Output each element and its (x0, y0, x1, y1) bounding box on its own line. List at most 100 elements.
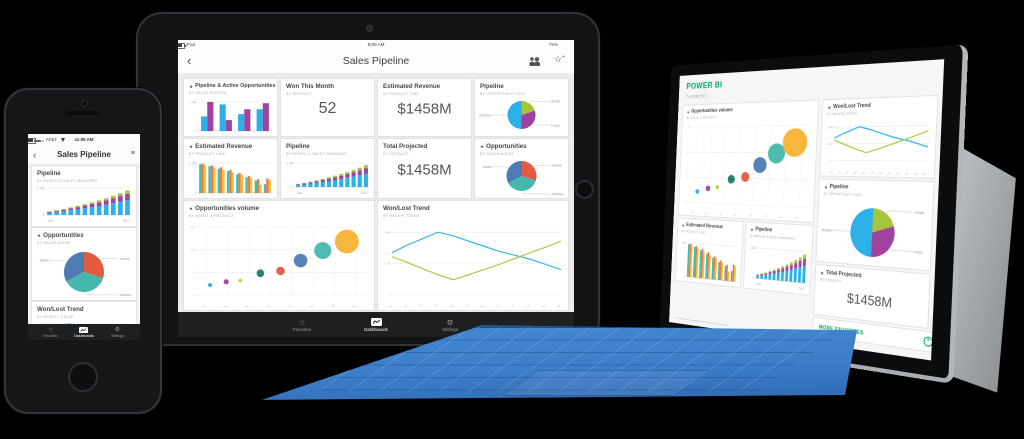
tile-won-lost-trend[interactable]: Won/Lost Trend BY MONTH, STAGE 01.2M2.4M… (31, 301, 137, 324)
tile-estimated-revenue[interactable]: ★ Estimated Revenue BY PRODUCT LINE 2.4M… (675, 217, 744, 289)
pipeline-pie-chart: Small Large Medium (819, 201, 929, 267)
svg-text:December: December (914, 171, 928, 176)
tile-title: Pipeline (829, 183, 849, 191)
keyboard-trackpad (501, 370, 711, 396)
svg-text:June: June (462, 303, 470, 307)
svg-text:Small: Small (551, 100, 560, 104)
tile-opportunities-volume[interactable]: ★ Opportunities volume BY AGENT & PRODUC… (183, 200, 375, 311)
pipeline-stacked-chart: 2.4M 0 JAN DEC (35, 184, 133, 224)
tile-title: Estimated Revenue (195, 143, 253, 150)
tile-pipeline-by-opportunity-size[interactable]: Pipeline BY OPPORTUNITY SIZE Small Large M… (474, 78, 569, 137)
back-button[interactable]: ‹ (187, 53, 192, 68)
svg-text:2.4M: 2.4M (189, 162, 197, 166)
battery-icon (28, 137, 37, 144)
svg-text:2.4M: 2.4M (38, 322, 45, 324)
tile-pipeline-stacked[interactable]: ★ Pipeline BY MONTH & SALES MANAGER 2.4M… (743, 221, 814, 296)
tile-title: Won/Lost Trend (832, 102, 871, 111)
tile-subtitle: BY PRODUCT (286, 91, 313, 96)
svg-text:Ben: Ben (222, 303, 229, 307)
tile-won-lost-trend[interactable]: ★ Won/Lost Trend BY MONTH, STAGE 0 1.2M 2.… (819, 94, 939, 179)
tile-pipeline[interactable]: Pipeline BY MONTH & SALES MANAGER 2.4M 0 J… (31, 165, 137, 227)
svg-text:0: 0 (753, 275, 755, 280)
svg-text:April: April (432, 303, 439, 307)
tile-subtitle: BY OPPORTUNITY SIZE (480, 91, 526, 96)
tile-title: Pipeline (286, 143, 310, 150)
tab-dashboards[interactable]: Dashboards (352, 317, 400, 332)
tile-title: Estimated Revenue (383, 83, 441, 90)
svg-text:Nick: Nick (777, 214, 784, 220)
svg-text:2.4M: 2.4M (681, 241, 687, 246)
tile-title: Pipeline (480, 83, 504, 90)
svg-text:Small: Small (915, 210, 925, 215)
svg-text:2.4M: 2.4M (286, 162, 294, 166)
pipeline-active-chart: 2.4M 0 (187, 98, 274, 134)
svg-text:August: August (882, 170, 892, 175)
chevron-right-icon: › (708, 93, 711, 99)
tab-favorites[interactable]: ☆ Favorites (278, 318, 326, 332)
add-favorite-icon[interactable]: ☆+ (554, 54, 565, 64)
svg-text:Large: Large (551, 123, 560, 127)
svg-text:10: 10 (191, 248, 195, 252)
won-this-month-value: 52 (318, 99, 337, 117)
svg-text:2.4M: 2.4M (37, 187, 45, 191)
tile-pipeline-by-month[interactable]: Pipeline BY MONTH & SALES MANAGER 2.4M 0 J… (280, 138, 375, 199)
clock: 11:06 AM (74, 137, 94, 143)
pipeline-stacked-chart: 2.4M 0 JAN DEC (746, 243, 809, 292)
opportunities-volume-chart: 0 5 10 15 Adam Ben Dan James Jessica Lonnie Nick So… (681, 121, 815, 223)
svg-text:Nick: Nick (328, 303, 336, 307)
iphone-status-bar: AT&T 11:06 AM (28, 134, 140, 146)
svg-text:15: 15 (687, 125, 690, 129)
tile-pipeline-pie[interactable]: ★ Pipeline BY OPPORTUNITY SIZE Small Larg… (815, 178, 935, 272)
powerbi-logo: POWER BI (686, 79, 723, 91)
svg-text:October: October (898, 170, 909, 175)
tile-pipeline-active-opportunities[interactable]: ★ Pipeline & Active Opportunities BY SAL… (183, 78, 278, 137)
list-menu-icon[interactable]: ≡ (130, 150, 135, 157)
tile-title: Pipeline (755, 226, 773, 234)
tab-dashboards[interactable]: Dashboards (67, 326, 100, 338)
svg-text:JAN: JAN (47, 219, 54, 223)
svg-text:September: September (502, 303, 515, 307)
surface-screen: POWER BI FAVORITES › ★ Opportunities vol… (669, 59, 945, 361)
tile-total-projected[interactable]: Total Projected BY PRODUCT $1458M (377, 138, 472, 199)
tile-opportunities-volume[interactable]: ★ Opportunities volume BY AGENT & PRODUC… (677, 99, 820, 223)
dashboards-icon (352, 317, 400, 327)
svg-text:1.2M: 1.2M (826, 141, 833, 146)
svg-text:Dan: Dan (243, 303, 250, 307)
tile-subtitle: BY MONTH, STAGE (37, 314, 74, 319)
svg-text:February: February (397, 303, 409, 307)
tile-estimated-revenue-bars[interactable]: ★ Estimated Revenue BY PRODUCT LINE 2.4M… (183, 138, 278, 199)
iphone-camera (80, 100, 88, 107)
svg-text:July: July (876, 170, 883, 176)
svg-text:0: 0 (389, 292, 391, 296)
back-button[interactable]: ‹ (33, 150, 37, 161)
share-people-icon[interactable] (528, 56, 542, 66)
breadcrumb[interactable]: FAVORITES › (686, 93, 711, 99)
svg-text:Jessica: Jessica (551, 192, 563, 196)
tile-opportunities[interactable]: ★ Opportunities BY SALES AGENT James Jess… (31, 227, 137, 301)
favorite-star-icon: ★ (686, 109, 690, 115)
svg-text:Jessica: Jessica (744, 212, 753, 219)
svg-text:0: 0 (684, 274, 686, 278)
tile-title: Won/Lost Trend (37, 306, 84, 313)
total-projected-value: $1458M (397, 161, 452, 179)
tab-settings[interactable]: ⚙ Settings (426, 318, 474, 332)
svg-text:March: March (841, 169, 850, 175)
svg-text:0: 0 (292, 185, 294, 189)
svg-text:Adam: Adam (40, 259, 49, 263)
tile-title: Won/Lost Trend (383, 205, 430, 212)
tab-favorites[interactable]: ☆ Favorites (34, 327, 67, 338)
svg-text:Adam: Adam (199, 303, 208, 307)
tab-settings[interactable]: ⚙ Settings (101, 327, 134, 338)
tile-subtitle: BY SALES PERSON (189, 90, 227, 95)
page-title: Sales Pipeline (342, 55, 410, 67)
favorite-star-icon: ★ (189, 83, 194, 89)
svg-text:August: August (491, 303, 501, 307)
tile-subtitle: BY MONTH, STAGE (383, 213, 420, 218)
tile-estimated-revenue-number[interactable]: Estimated Revenue BY PRODUCT LINE $1458M (377, 78, 472, 137)
svg-text:January: January (824, 169, 834, 175)
svg-text:James: James (551, 164, 562, 168)
tile-won-this-month[interactable]: Won This Month BY PRODUCT 52 (280, 78, 375, 137)
svg-text:5: 5 (687, 175, 689, 179)
tile-opportunities-pie[interactable]: ★ Opportunities BY SALES AGENT James Jess… (474, 138, 569, 199)
